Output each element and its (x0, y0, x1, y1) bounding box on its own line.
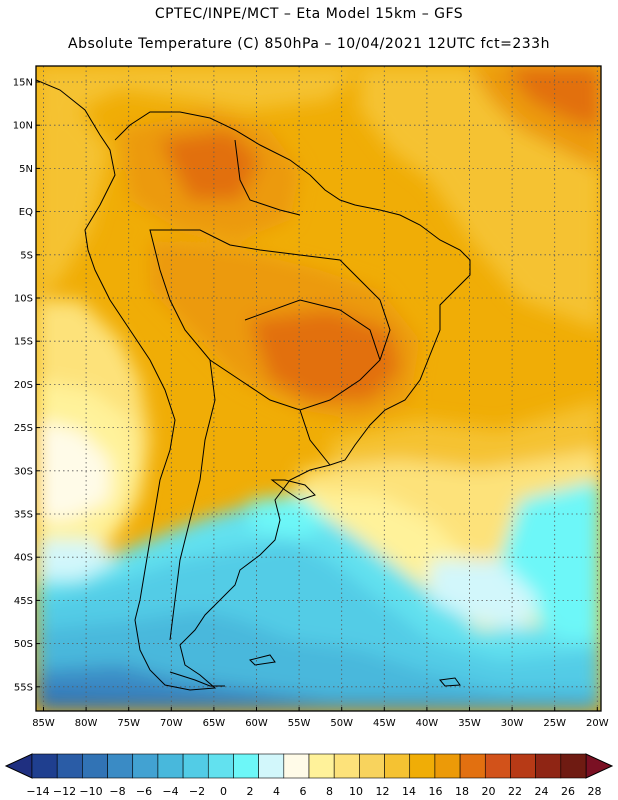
colorbar-label: 10 (349, 785, 363, 798)
colorbar-label: 16 (429, 785, 443, 798)
lat-label: 20S (14, 380, 33, 391)
colorbar-label: 22 (508, 785, 522, 798)
lat-label: 10N (13, 121, 33, 132)
lon-label: 55W (288, 718, 311, 729)
colorbar-label: −10 (79, 785, 102, 798)
lon-label: 30W (501, 718, 524, 729)
lat-label: 25S (14, 423, 33, 434)
latitude-labels: 15N 10N 5N EQ 5S 10S 15S 20S 25S 30S 35S 40S 45S 50S 5… (13, 78, 40, 693)
lat-label: 45S (14, 596, 33, 607)
colorbar-cell (560, 753, 587, 779)
colorbar-cell (31, 753, 58, 779)
plot-frame (35, 65, 602, 712)
lat-label: 35S (14, 510, 33, 521)
temperature-field (36, 66, 601, 711)
colorbar-label: 4 (273, 785, 280, 798)
colorbar-cell (459, 753, 486, 779)
colorbar-cell (359, 753, 385, 779)
colorbar-cell (56, 753, 83, 779)
colorbar-over-arrow (585, 753, 614, 779)
colorbar-label: −12 (53, 785, 76, 798)
colorbar-cell (308, 753, 335, 779)
colorbar-label: −6 (136, 785, 152, 798)
colorbar-cell (107, 753, 134, 779)
colorbar-label: −2 (189, 785, 205, 798)
colorbar-cell (207, 753, 234, 779)
lon-label: 75W (117, 718, 140, 729)
lat-label: 50S (14, 639, 33, 650)
colorbar-label: 14 (402, 785, 416, 798)
lon-label: 45W (373, 718, 396, 729)
colorbar-label: 20 (482, 785, 496, 798)
lon-label: 25W (543, 718, 566, 729)
lat-label: 15N (13, 78, 33, 89)
lon-label: 50W (330, 718, 353, 729)
colorbar-label: 0 (220, 785, 227, 798)
colorbar-cell (233, 753, 259, 779)
lon-label: 40W (416, 718, 439, 729)
coastline-outline (36, 79, 471, 691)
map-title-line2: Absolute Temperature (C) 850hPa – 10/04/… (68, 36, 550, 52)
colorbar-label: 28 (588, 785, 602, 798)
colorbar-cell (535, 753, 562, 779)
colorbar-label: 12 (376, 785, 390, 798)
colorbar-cell (409, 753, 436, 779)
lon-label: 60W (245, 718, 268, 729)
lat-label: 55S (14, 682, 33, 693)
lon-label: 20W (586, 718, 609, 729)
colorbar-label: −8 (109, 785, 125, 798)
colorbar-cell (333, 753, 360, 779)
colorbar-cell (182, 753, 209, 779)
colorbar-label: 6 (300, 785, 307, 798)
lon-label: 35W (458, 718, 481, 729)
colorbar-cell (384, 753, 411, 779)
colorbar-cell (82, 753, 108, 779)
colorbar-cell (283, 753, 310, 779)
colorbar-cell (434, 753, 461, 779)
colorbar-label: −4 (162, 785, 178, 798)
lon-label: 65W (203, 718, 226, 729)
colorbar-under-arrow (4, 753, 33, 779)
longitude-labels: 85W 80W 75W 70W 65W 60W 55W 50W 45W 40W 35W 30W 25W 2… (32, 707, 609, 729)
colorbar-label: 18 (455, 785, 469, 798)
lat-label: EQ (19, 207, 33, 218)
colorbar-label: 24 (535, 785, 549, 798)
lat-label: 5N (19, 164, 33, 175)
colorbar-label: 8 (326, 785, 333, 798)
map-title-line1: CPTEC/INPE/MCT – Eta Model 15km – GFS (154, 6, 464, 22)
colorbar: −14 −12 −10 −8 −6 −4 −2 0 2 4 6 8 10 12 14 16 18 20 22 24 26… (4, 753, 614, 798)
colorbar-cell (484, 753, 511, 779)
lat-label: 30S (14, 466, 33, 477)
lon-label: 85W (32, 718, 55, 729)
lat-label: 15S (14, 337, 33, 348)
lat-label: 10S (14, 294, 33, 305)
colorbar-cell (132, 753, 159, 779)
lon-label: 80W (75, 718, 98, 729)
lon-label: 70W (160, 718, 183, 729)
lat-label: 5S (20, 250, 33, 261)
lat-label: 40S (14, 553, 33, 564)
colorbar-label: 2 (247, 785, 254, 798)
colorbar-cell (258, 753, 285, 779)
colorbar-label: −14 (26, 785, 49, 798)
colorbar-cell (157, 753, 184, 779)
colorbar-cell (510, 753, 536, 779)
colorbar-label: 26 (561, 785, 575, 798)
